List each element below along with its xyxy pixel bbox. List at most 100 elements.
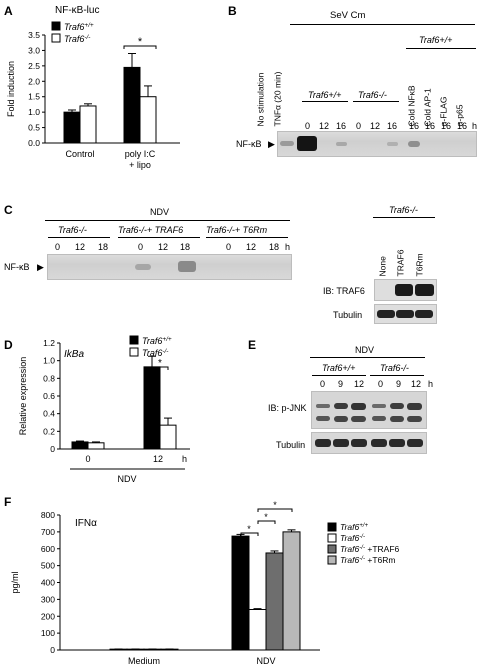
- x-tick-label: h: [182, 454, 187, 464]
- bar: [265, 552, 284, 651]
- significance-star: *: [247, 524, 251, 534]
- significance-bracket: [257, 508, 293, 512]
- panel-b-header: SeV Cm: [330, 10, 366, 21]
- y-axis-label: Relative expression: [18, 357, 28, 436]
- significance-star: *: [264, 512, 268, 522]
- y-axis-label: pg/ml: [10, 571, 20, 593]
- panel-c-ib-label: IB: TRAF6: [323, 286, 365, 296]
- y-tick-label: 0.0: [28, 138, 40, 148]
- blot-tubulin-c: [374, 304, 437, 324]
- c-time: 18: [180, 242, 191, 252]
- legend-swatch: [129, 335, 139, 345]
- b-time: 16: [441, 121, 452, 131]
- b-time: 16: [409, 121, 420, 131]
- legend-swatch: [51, 33, 61, 43]
- e-time: 0: [320, 379, 326, 389]
- b-time-unit: h: [472, 121, 478, 131]
- panel-a-label: A: [4, 4, 13, 18]
- c-time: 12: [158, 242, 169, 252]
- panel-c-tubulin: Tubulin: [333, 310, 363, 320]
- legend-swatch: [129, 347, 139, 357]
- panel-c-ib-header: Traf6-/-: [389, 205, 418, 215]
- ib-lane-none: None: [377, 256, 388, 277]
- b-time: 16: [425, 121, 436, 131]
- e-time: 9: [396, 379, 402, 389]
- x-tick-label: Medium: [128, 656, 160, 666]
- legend-swatch: [327, 544, 337, 554]
- x-tick-label: Control: [65, 149, 94, 159]
- c-time: 18: [269, 242, 280, 252]
- bar: [71, 441, 89, 450]
- x-tick-label: 12: [153, 454, 163, 464]
- gel-b: [277, 131, 477, 157]
- panel-f-chart: 0 100 200 300 400 500 600 700 800 pg/ml IFNα Medium…: [10, 500, 400, 666]
- y-tick-label: 200: [41, 611, 55, 621]
- significance-bracket: [240, 532, 259, 536]
- y-tick-label: 0.6: [43, 391, 55, 401]
- bar: [139, 96, 157, 144]
- bar: [231, 535, 250, 651]
- panel-d-chart: 0 0.2 0.4 0.6 0.8 1.0 1.2 Relative expression Ik…: [18, 335, 190, 484]
- e-time-unit: h: [428, 379, 434, 389]
- y-tick-label: 600: [41, 544, 55, 554]
- panel-b-label: B: [228, 4, 237, 18]
- y-tick-label: 0: [50, 645, 55, 655]
- b-time: 12: [370, 121, 381, 131]
- c-time: 18: [98, 242, 109, 252]
- y-tick-label: 2.5: [28, 61, 40, 71]
- legend-label: Traf6+/+: [340, 522, 368, 532]
- panel-f-label: F: [4, 495, 12, 509]
- x-tick-label: poly I:C: [125, 149, 156, 159]
- y-tick-label: 0: [50, 444, 55, 454]
- chart-title: IFNα: [75, 518, 97, 529]
- bar: [282, 531, 301, 651]
- lane-tnf: TNFα (20 min): [272, 71, 283, 127]
- b-time: 16: [387, 121, 398, 131]
- y-tick-label: 1.2: [43, 338, 55, 348]
- legend-swatch: [327, 555, 337, 565]
- b-time: 16: [457, 121, 468, 131]
- legend-label: Traf6-/-: [142, 348, 169, 358]
- panel-b-traf-header: Traf6+/+: [419, 35, 453, 45]
- y-tick-label: 300: [41, 594, 55, 604]
- blot-traf6: [374, 279, 437, 301]
- panel-c-header: NDV: [150, 207, 170, 217]
- panel-e-header: NDV: [355, 345, 375, 355]
- c-time-unit: h: [285, 242, 291, 252]
- bar: [159, 424, 177, 450]
- x-tick-label: + lipo: [129, 160, 151, 170]
- b-time: 12: [319, 121, 330, 131]
- panel-b-group2: Traf6-/-: [358, 90, 387, 100]
- e-time: 12: [411, 379, 422, 389]
- x-tick-label: 0: [85, 454, 90, 464]
- b-time: 16: [336, 121, 347, 131]
- x-tick-label: NDV: [256, 656, 275, 666]
- ib-lane-traf6: TRAF6: [395, 249, 406, 277]
- panel-e-ib-label: IB: p-JNK: [268, 403, 307, 413]
- x-axis-label: NDV: [117, 474, 136, 484]
- c-time: 12: [75, 242, 86, 252]
- bar: [143, 366, 161, 450]
- panel-e-group2: Traf6-/-: [380, 363, 409, 373]
- y-tick-label: 3.5: [28, 30, 40, 40]
- y-tick-label: 800: [41, 510, 55, 520]
- legend-label: Traf6-/-: [340, 533, 365, 543]
- e-time: 0: [378, 379, 384, 389]
- panel-c-label: C: [4, 203, 13, 217]
- panel-e-group1: Traf6+/+: [322, 363, 356, 373]
- bar: [87, 442, 105, 450]
- bar: [248, 609, 267, 651]
- e-time: 9: [338, 379, 344, 389]
- panel-c-group2: Traf6-/-+ TRAF6: [118, 225, 184, 235]
- legend-swatch: [51, 21, 61, 31]
- y-tick-label: 1.5: [28, 92, 40, 102]
- legend-swatch: [327, 522, 337, 532]
- y-tick-label: 0.5: [28, 123, 40, 133]
- significance-bracket: [151, 366, 169, 370]
- significance-star: *: [138, 36, 143, 48]
- y-tick-label: 1.0: [28, 107, 40, 117]
- legend-label: Traf6+/+: [64, 22, 94, 32]
- legend-swatch: [327, 533, 337, 543]
- panel-e-tubulin: Tubulin: [276, 440, 306, 450]
- b-time: 0: [305, 121, 311, 131]
